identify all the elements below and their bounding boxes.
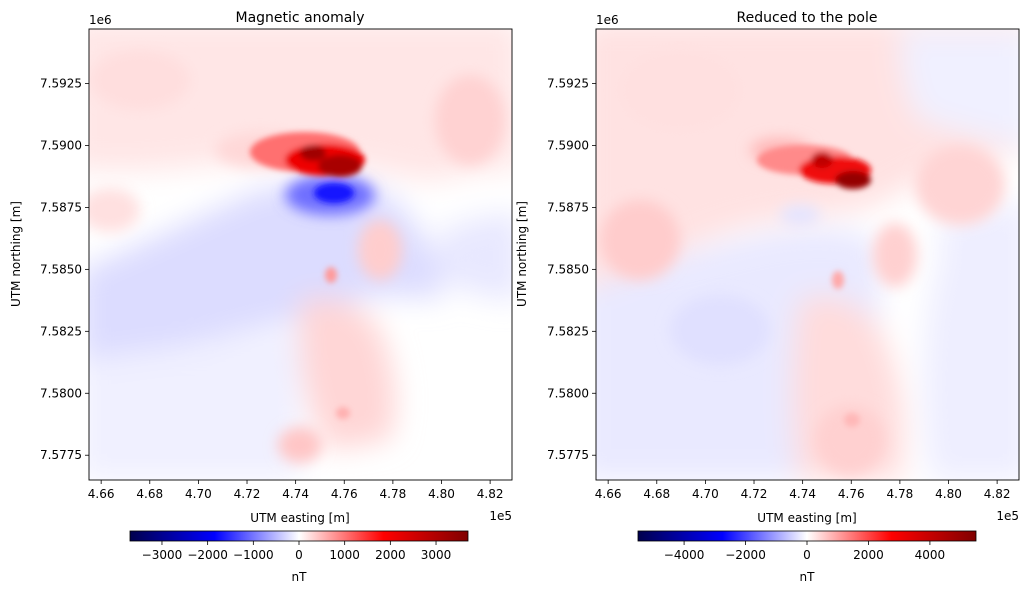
colorbar-tick-label: −1000 [233,548,274,562]
colorbar-label: nT [800,570,816,584]
x-tick-label: 4.80 [428,487,455,501]
y-axis-ticks: 7.5775 7.5800 7.5825 7.5850 7.5875 7.5900 7.59… [40,77,89,462]
y-axis-label: UTM northing [m] [515,201,529,307]
panel-reduced-to-pole: Reduced to the pole 1e6 [515,10,1020,584]
colorbar-tick-label: 2000 [375,548,406,562]
chart-title: Magnetic anomaly [236,10,365,26]
x-tick-label: 4.76 [331,487,358,501]
colorbar [129,530,469,542]
y-tick-label: 7.5875 [547,200,589,214]
colorbar-ticks: −4000 −2000 0 2000 4000 [664,541,945,562]
y-tick-label: 7.5825 [40,324,82,338]
x-tick-label: 4.68 [136,487,163,501]
x-tick-label: 4.78 [380,487,407,501]
x-tick-label: 4.70 [185,487,212,501]
colorbar-tick-label: 0 [295,548,303,562]
x-axis-label: UTM easting [m] [250,511,349,525]
heatmap-field [89,29,512,480]
x-tick-label: 4.74 [282,487,309,501]
colorbar-tick-label: −2000 [187,548,228,562]
x-tick-label: 4.66 [88,487,115,501]
x-tick-label: 4.70 [692,487,719,501]
y-tick-label: 7.5925 [547,77,589,91]
x-offset-label: 1e5 [489,509,512,523]
x-offset-label: 1e5 [996,509,1019,523]
y-tick-label: 7.5850 [547,262,589,276]
colorbar-tick-label: 0 [803,548,811,562]
x-tick-label: 4.66 [595,487,622,501]
colorbar-ticks: −3000 −2000 −1000 0 1000 2000 3000 [142,541,452,562]
y-tick-label: 7.5900 [40,138,82,152]
colorbar-tick-label: 2000 [853,548,884,562]
y-axis-label: UTM northing [m] [9,201,23,307]
x-axis-ticks: 4.66 4.68 4.70 4.72 4.74 4.76 4.78 4.80 4.82 [88,480,504,501]
x-tick-label: 4.76 [838,487,865,501]
colorbar-label: nT [292,570,308,584]
plot-frame [595,28,1020,481]
y-tick-label: 7.5900 [547,138,589,152]
colorbar-tick-label: −4000 [664,548,705,562]
plot-frame [88,28,513,481]
y-axis-ticks: 7.5775 7.5800 7.5825 7.5850 7.5875 7.5900 7.59… [547,77,596,462]
y-tick-label: 7.5800 [40,386,82,400]
y-tick-label: 7.5775 [547,448,589,462]
x-tick-label: 4.68 [643,487,670,501]
heatmap-field [596,29,1019,480]
colorbar-tick-label: −3000 [142,548,183,562]
colorbar-tick-label: 4000 [915,548,946,562]
y-offset-label: 1e6 [89,13,112,27]
y-tick-label: 7.5800 [547,386,589,400]
x-tick-label: 4.74 [789,487,816,501]
chart-title: Reduced to the pole [736,10,877,26]
x-tick-label: 4.80 [935,487,962,501]
x-tick-label: 4.82 [477,487,504,501]
x-axis-label: UTM easting [m] [757,511,856,525]
x-tick-label: 4.72 [741,487,768,501]
y-tick-label: 7.5875 [40,200,82,214]
y-tick-label: 7.5925 [40,77,82,91]
x-tick-label: 4.82 [984,487,1011,501]
x-tick-label: 4.78 [887,487,914,501]
y-tick-label: 7.5825 [547,324,589,338]
colorbar [637,530,977,542]
y-tick-label: 7.5850 [40,262,82,276]
panel-magnetic-anomaly: Magnetic anomaly 1e6 [9,10,513,584]
y-tick-label: 7.5775 [40,448,82,462]
colorbar-tick-label: 1000 [329,548,360,562]
x-tick-label: 4.72 [234,487,261,501]
x-axis-ticks: 4.66 4.68 4.70 4.72 4.74 4.76 4.78 4.80 4.82 [595,480,1011,501]
colorbar-tick-label: −2000 [725,548,766,562]
y-offset-label: 1e6 [596,13,619,27]
colorbar-tick-label: 3000 [421,548,452,562]
